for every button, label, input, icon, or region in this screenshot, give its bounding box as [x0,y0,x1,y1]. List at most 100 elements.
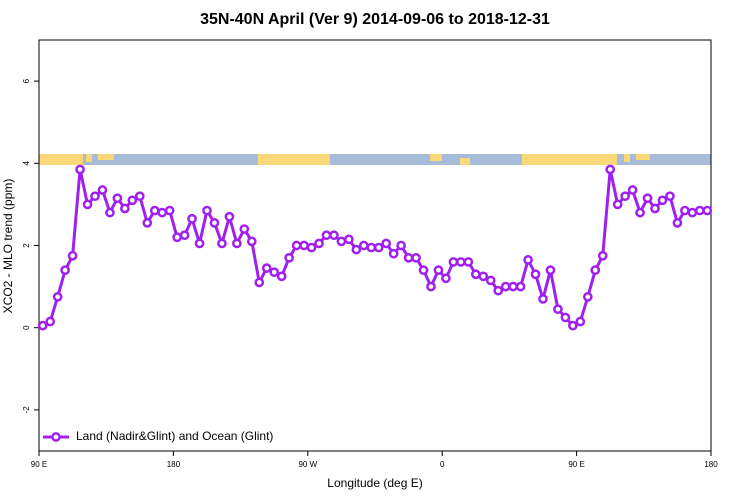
data-point [179,230,190,241]
data-point [493,285,504,296]
data-point [605,164,616,175]
y-tick-label: 6 [22,78,31,83]
land-band [98,154,114,160]
data-point [261,263,272,273]
data-point [642,193,653,204]
data-point [157,207,168,218]
data-point [269,267,280,278]
data-point [217,238,227,249]
data-point [194,238,205,249]
data-point [90,191,100,202]
legend: Land (Nadir&Glint) and Ocean (Glint) [43,429,273,443]
data-point [702,205,713,216]
legend-label: Land (Nadir&Glint) and Ocean (Glint) [76,429,273,443]
data-point [635,207,645,218]
data-point [127,195,138,206]
data-point [209,218,220,228]
legend-marker [51,432,61,442]
data-point [284,252,294,263]
data-point [657,195,668,206]
data-point [37,320,48,331]
data-point [441,273,451,284]
data-point [67,250,78,261]
data-point [373,242,384,253]
data-point [560,312,571,323]
data-point [590,265,601,276]
data-point [478,271,489,282]
data-point [45,316,56,327]
data-point [246,236,257,247]
land-band [522,154,617,165]
data-point [515,281,526,292]
data-point [418,265,429,276]
data-point [680,205,690,216]
data-point [149,205,160,216]
data-point [75,164,85,175]
ocean-band [39,154,711,165]
data-point [164,205,175,216]
data-point [687,207,698,218]
data-point [553,304,563,315]
x-tick-label: 0 [440,460,445,469]
x-tick-label: 180 [704,460,718,469]
data-point [612,199,623,210]
data-point [508,281,518,292]
data-point [396,240,406,251]
data-point [411,252,421,263]
y-tick-label: 4 [22,161,31,166]
data-point [202,205,212,216]
y-axis-label: XCO2 - MLO trend (ppm) [1,179,15,314]
data-point [321,230,332,241]
data-point [582,292,593,302]
x-tick-label: 90 E [31,460,47,469]
land-band [624,154,630,162]
y-tick-label: -2 [22,406,31,414]
x-axis-label: Longitude (deg E) [327,476,422,490]
data-point [538,294,548,304]
data-point [224,211,235,222]
land-band [460,158,470,165]
land-band [258,154,330,165]
data-point [500,281,511,292]
y-tick-label: 0 [22,325,31,330]
data-point [120,203,130,214]
data-point [358,240,369,251]
data-point [388,248,399,259]
x-tick-label: 90 E [568,460,584,469]
data-point [254,277,265,288]
data-point [187,213,197,224]
data-point [112,193,123,204]
data-point [232,238,242,249]
data-point [172,232,182,243]
data-point [597,250,608,261]
data-point [568,320,578,331]
data-point [299,240,309,251]
data-point [142,218,153,228]
data-point [470,269,481,280]
data-point [403,252,414,263]
data-point [239,224,250,234]
data-point [448,257,459,267]
data-point [336,236,347,247]
data-point [694,205,705,216]
data-point [329,230,339,241]
data-point [276,271,287,282]
data-point [291,240,302,251]
data-point [381,238,392,249]
data-point [665,191,675,202]
data-point [650,203,660,214]
data-point [523,255,533,265]
land-band [39,154,83,165]
data-point [627,185,638,195]
data-point [52,292,63,302]
data-point [426,281,436,292]
data-point [351,244,362,255]
data-point [620,191,630,202]
data-point [456,257,466,267]
data-point [306,242,317,253]
land-band [86,154,92,162]
data-point [82,199,93,210]
x-tick-label: 180 [167,460,181,469]
data-point [105,207,115,218]
